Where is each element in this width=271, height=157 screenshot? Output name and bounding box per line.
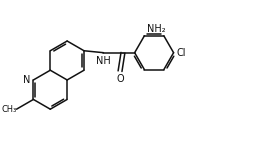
Text: O: O: [116, 74, 124, 84]
Text: NH₂: NH₂: [147, 24, 166, 34]
Text: Cl: Cl: [176, 48, 186, 58]
Text: CH₃: CH₃: [1, 105, 17, 114]
Text: NH: NH: [96, 56, 111, 66]
Text: N: N: [23, 75, 31, 85]
